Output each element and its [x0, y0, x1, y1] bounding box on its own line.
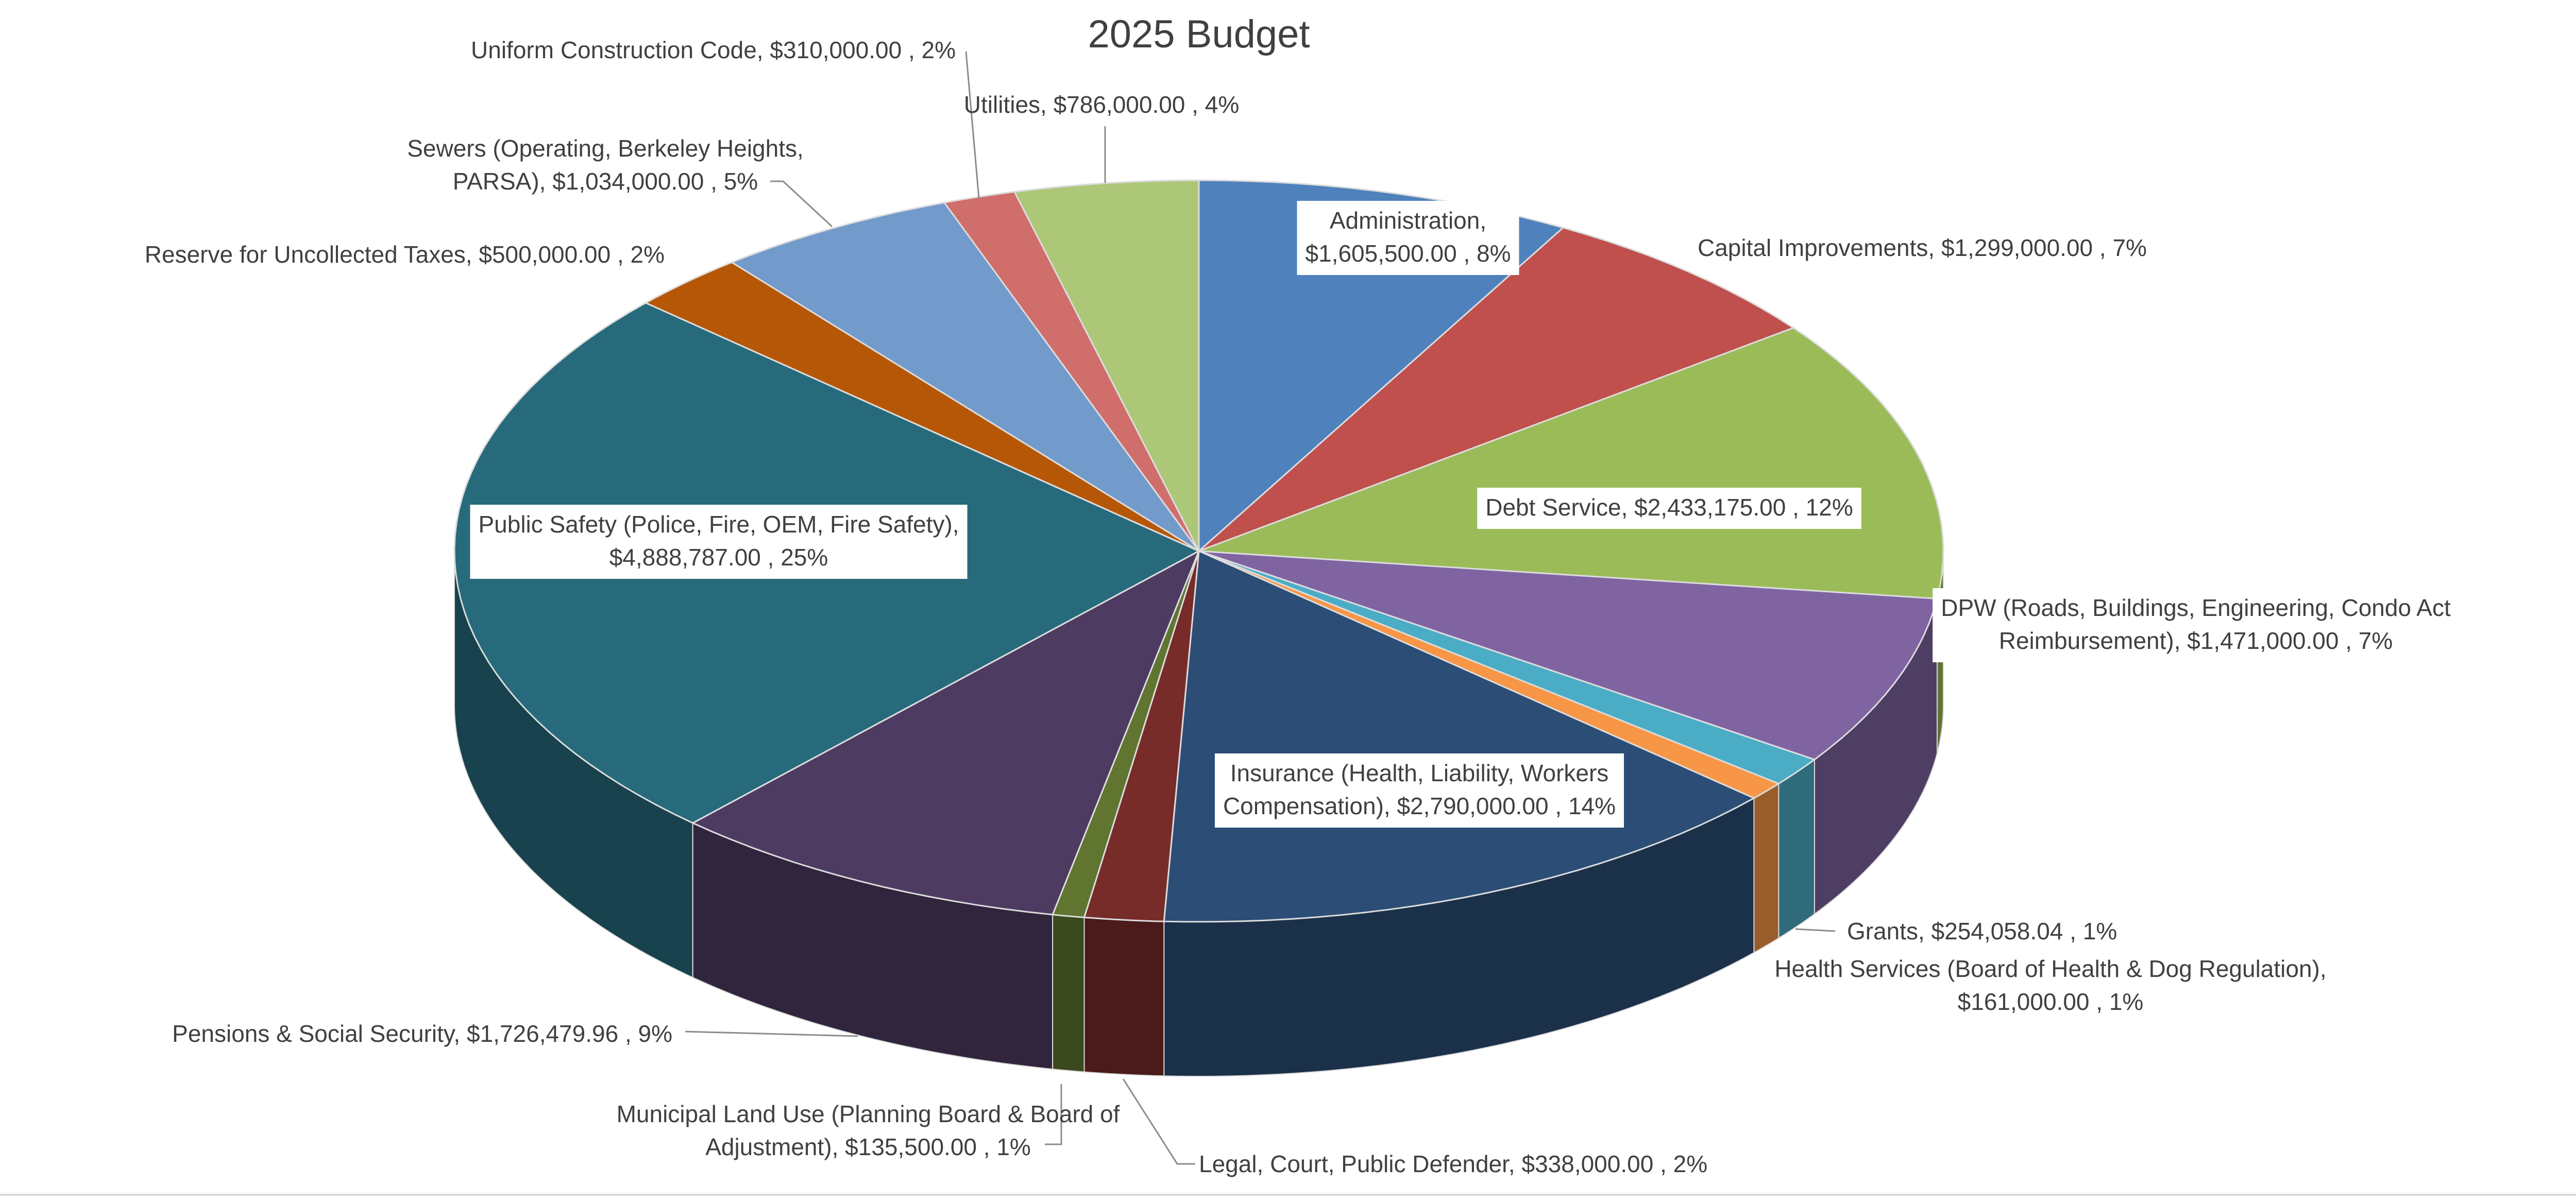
data-label-text-10-1: $4,888,787.00 , 25% [609, 544, 828, 571]
data-label-box-2 [1477, 488, 1861, 529]
pie-sides [454, 551, 1944, 1077]
slice-5 [1198, 550, 1781, 799]
data-label-13: Uniform Construction Code, $310,000.00 ,… [471, 37, 956, 63]
bottom-divider [0, 1194, 2576, 1196]
data-label-2: Debt Service, $2,433,175.00 , 12% [1477, 488, 1861, 529]
data-label-text-2-0: Debt Service, $2,433,175.00 , 12% [1485, 494, 1853, 521]
data-label-text-5-1: $161,000.00 , 1% [1958, 988, 2144, 1015]
data-label-7: Legal, Court, Public Defender, $338,000.… [1199, 1151, 1707, 1177]
data-label-text-3-1: Reimbursement), $1,471,000.00 , 7% [1999, 627, 2393, 654]
data-label-6: Insurance (Health, Liability, Workers Com… [1214, 753, 1624, 828]
leader-line-7 [1122, 1078, 1195, 1165]
data-label-8: Municipal Land Use (Planning Board & Boa… [617, 1101, 1120, 1160]
slice-2 [1198, 327, 1944, 600]
data-label-text-1-0: Capital Improvements, $1,299,000.00 , 7% [1698, 234, 2147, 261]
slice-11 [644, 261, 1199, 552]
data-label-10: Public Safety (Police, Fire, OEM, Fire S… [470, 505, 968, 579]
data-label-4: Grants, $254,058.04 , 1% [1847, 918, 2117, 945]
data-label-5: Health Services (Board of Health & Dog R… [1774, 955, 2326, 1015]
leader-line-13 [965, 51, 980, 199]
data-label-9: Pensions & Social Security, $1,726,479.9… [172, 1020, 672, 1047]
data-label-text-0-1: $1,605,500.00 , 8% [1306, 240, 1511, 267]
data-label-text-4-0: Grants, $254,058.04 , 1% [1847, 918, 2117, 945]
data-label-box-0 [1297, 201, 1519, 275]
data-label-text-8-1: Adjustment), $135,500.00 , 1% [705, 1134, 1031, 1160]
slice-14 [1013, 179, 1200, 552]
data-label-box-3 [1933, 588, 2459, 662]
slice-12 [730, 201, 1200, 552]
data-label-1: Capital Improvements, $1,299,000.00 , 7% [1698, 234, 2147, 261]
pie-top [453, 179, 1944, 923]
data-label-11: Reserve for Uncollected Taxes, $500,000.… [145, 241, 665, 268]
data-label-text-14-0: Utilities, $786,000.00 , 4% [964, 91, 1239, 118]
data-label-text-11-0: Reserve for Uncollected Taxes, $500,000.… [145, 241, 665, 268]
data-label-text-3-0: DPW (Roads, Buildings, Engineering, Cond… [1941, 594, 2451, 621]
slice-side-5 [1753, 782, 1780, 954]
data-label-text-12-1: PARSA), $1,034,000.00 , 5% [453, 168, 758, 195]
leader-lines [685, 51, 1836, 1165]
data-label-text-6-1: Compensation), $2,790,000.00 , 14% [1223, 793, 1616, 819]
data-label-text-12-0: Sewers (Operating, Berkeley Heights, [407, 135, 804, 162]
chart-title: 2025 Budget [1088, 12, 1310, 56]
data-label-0: Administration, $1,605,500.00 , 8% [1297, 201, 1519, 275]
slice-4 [1198, 550, 1817, 785]
data-label-text-7-0: Legal, Court, Public Defender, $338,000.… [1199, 1151, 1707, 1177]
data-label-text-13-0: Uniform Construction Code, $310,000.00 ,… [471, 37, 956, 63]
leader-line-8 [1045, 1084, 1062, 1145]
data-label-text-8-0: Municipal Land Use (Planning Board & Boa… [617, 1101, 1120, 1127]
data-label-14: Utilities, $786,000.00 , 4% [964, 91, 1239, 118]
slice-side-7 [1083, 917, 1165, 1077]
slice-1 [1198, 227, 1795, 552]
data-labels: Administration, $1,605,500.00 , 8% Capital… [145, 37, 2459, 1177]
data-label-text-9-0: Pensions & Social Security, $1,726,479.9… [172, 1020, 672, 1047]
data-label-box-10 [470, 505, 968, 579]
data-label-12: Sewers (Operating, Berkeley Heights, PARS… [407, 135, 804, 195]
data-label-text-10-0: Public Safety (Police, Fire, OEM, Fire S… [478, 511, 959, 538]
leader-line-9 [685, 1031, 858, 1037]
leader-line-4 [1795, 928, 1836, 932]
slice-9 [691, 549, 1200, 916]
slice-side-4 [1778, 758, 1815, 939]
data-label-text-6-0: Insurance (Health, Liability, Workers [1230, 760, 1609, 786]
data-label-box-6 [1214, 753, 1624, 828]
data-label-3: DPW (Roads, Buildings, Engineering, Cond… [1933, 588, 2459, 662]
leader-line-12 [770, 180, 833, 228]
data-label-text-5-0: Health Services (Board of Health & Dog R… [1774, 955, 2326, 982]
slice-3 [1198, 550, 1938, 761]
data-label-text-0-0: Administration, [1330, 207, 1486, 234]
slice-6 [1163, 550, 1756, 923]
slice-side-8 [1052, 914, 1085, 1073]
